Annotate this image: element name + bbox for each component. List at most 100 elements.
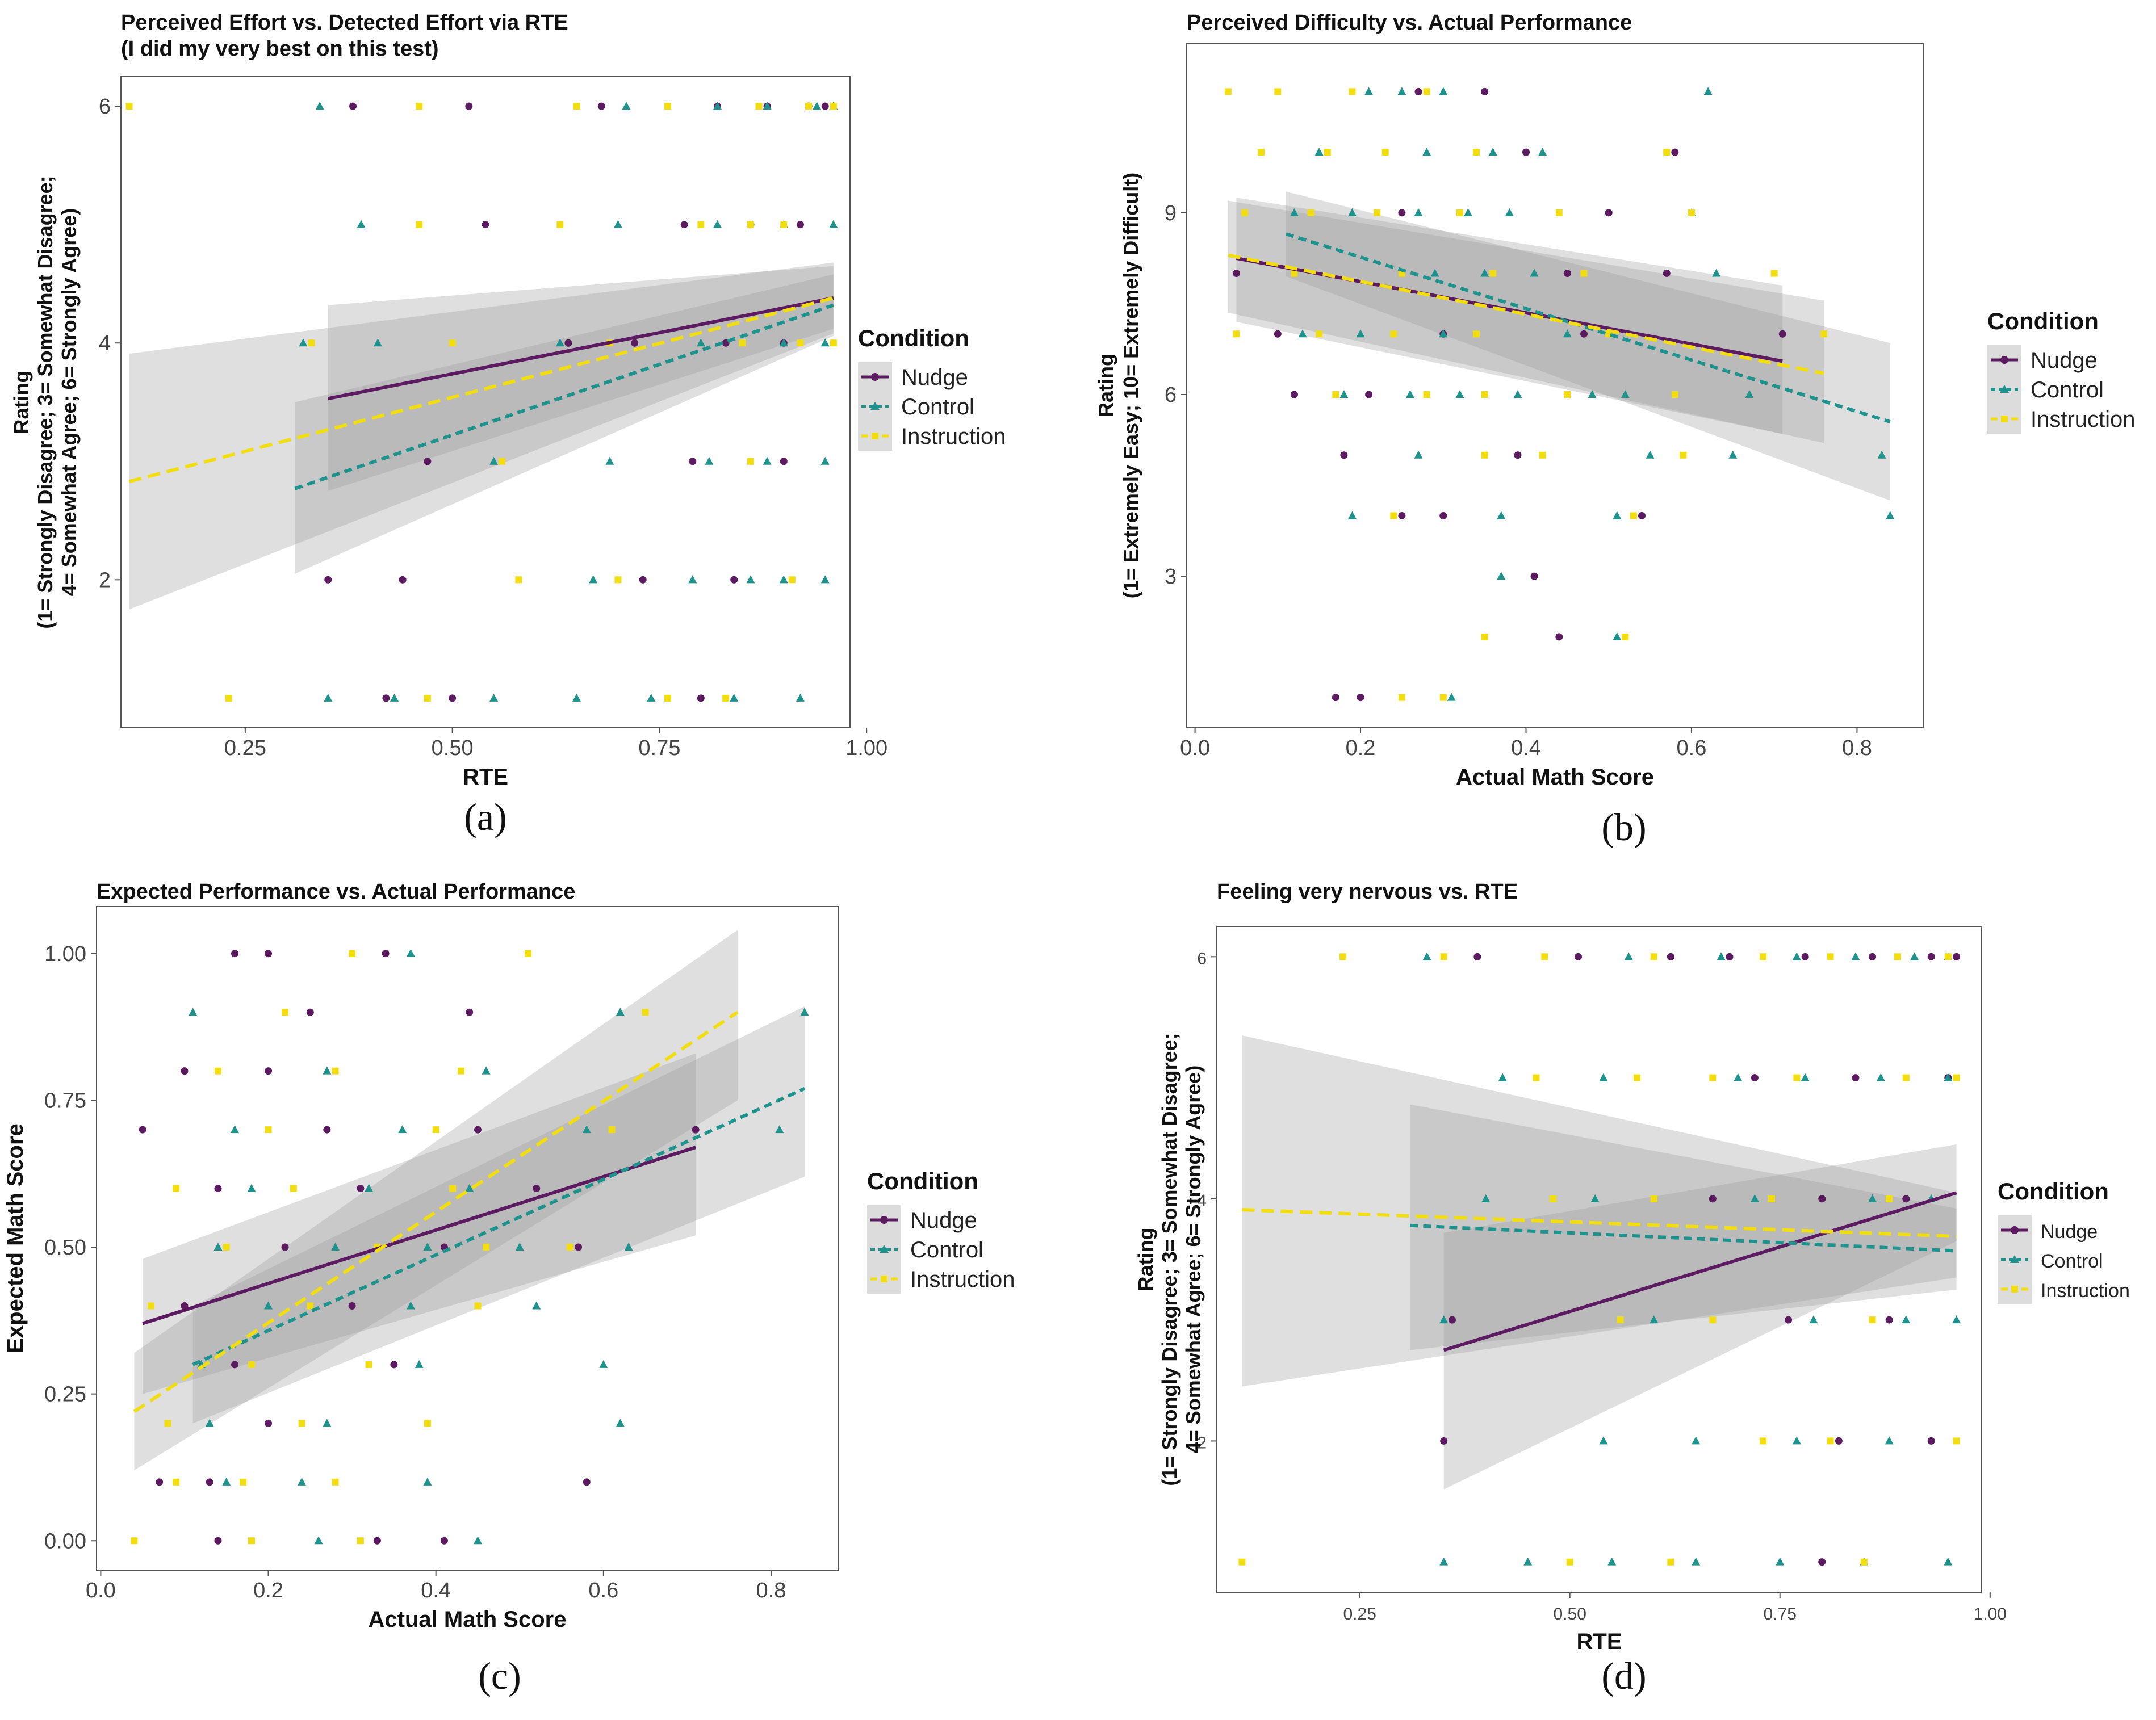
- point-instruction: [1390, 330, 1397, 338]
- y-tick-label: 3: [1165, 565, 1177, 589]
- point-control: [1397, 87, 1406, 95]
- point-nudge: [597, 102, 605, 110]
- point-control: [1439, 87, 1448, 95]
- point-instruction: [1238, 1558, 1246, 1566]
- x-axis-label: RTE: [463, 765, 508, 790]
- point-nudge: [1902, 1195, 1910, 1203]
- point-nudge: [821, 102, 829, 110]
- point-nudge: [1274, 330, 1282, 338]
- point-control: [1463, 208, 1472, 216]
- legend-label-instruction: Instruction: [910, 1267, 1015, 1292]
- point-instruction: [755, 103, 763, 110]
- point-nudge: [231, 950, 238, 958]
- point-control: [705, 456, 714, 465]
- point-instruction: [1324, 149, 1331, 156]
- point-instruction: [739, 339, 746, 347]
- y-axis-label: (1= Extremely Easy; 10= Extremely Diffic…: [1119, 173, 1142, 598]
- legend-label-instruction: Instruction: [901, 424, 1006, 449]
- chart-title: Expected Performance vs. Actual Performa…: [97, 880, 575, 904]
- point-instruction: [1566, 1558, 1573, 1566]
- point-instruction: [1423, 88, 1430, 95]
- point-instruction: [449, 339, 456, 347]
- legend-title: Condition: [1998, 1178, 2109, 1205]
- legend-marker-nudge: [2011, 1226, 2019, 1234]
- point-instruction: [747, 458, 754, 465]
- legend-marker-nudge: [871, 373, 879, 381]
- y-axis-label: Rating: [1134, 1228, 1157, 1291]
- point-instruction: [1349, 88, 1356, 95]
- point-instruction: [125, 103, 133, 110]
- point-instruction: [1820, 330, 1828, 338]
- x-tick-label: 1.00: [1974, 1605, 2007, 1623]
- point-instruction: [307, 1302, 314, 1310]
- legend-marker-control: [880, 1245, 889, 1253]
- point-instruction: [432, 1126, 439, 1134]
- point-control: [298, 1477, 307, 1486]
- point-control: [1599, 1073, 1608, 1081]
- point-control: [1498, 1073, 1507, 1081]
- panel-label: (d): [1601, 1654, 1646, 1697]
- point-control: [1439, 329, 1448, 338]
- point-instruction: [248, 1537, 256, 1545]
- point-nudge: [1522, 148, 1530, 156]
- point-instruction: [1258, 149, 1265, 156]
- point-nudge: [1726, 953, 1734, 960]
- point-instruction: [1374, 209, 1381, 216]
- legend-label-nudge: Nudge: [2041, 1221, 2098, 1243]
- point-control: [323, 1066, 332, 1075]
- point-nudge: [1440, 1437, 1448, 1445]
- point-control: [1902, 1315, 1911, 1324]
- point-nudge: [1785, 1316, 1793, 1324]
- point-instruction: [424, 1420, 431, 1427]
- point-nudge: [1530, 572, 1538, 580]
- point-instruction: [1489, 270, 1497, 277]
- point-instruction: [830, 103, 837, 110]
- point-instruction: [1439, 694, 1447, 701]
- point-instruction: [223, 1244, 230, 1251]
- point-nudge: [231, 1361, 238, 1369]
- point-instruction: [1274, 88, 1282, 95]
- point-control: [1447, 693, 1456, 701]
- point-nudge: [156, 1478, 164, 1486]
- point-control: [1646, 450, 1655, 459]
- point-nudge: [1332, 694, 1339, 702]
- point-nudge: [1357, 694, 1364, 702]
- point-control: [616, 1419, 625, 1427]
- point-control: [1801, 1073, 1810, 1081]
- point-nudge: [390, 1361, 398, 1369]
- point-control: [205, 1419, 214, 1427]
- point-instruction: [416, 221, 423, 228]
- point-instruction: [1634, 1074, 1641, 1081]
- point-control: [482, 1066, 491, 1075]
- point-control: [415, 1360, 424, 1368]
- point-control: [1422, 952, 1431, 960]
- point-instruction: [1473, 330, 1480, 338]
- y-axis-label: Expected Math Score: [3, 1123, 28, 1353]
- point-control: [390, 693, 399, 702]
- point-control: [555, 338, 564, 347]
- x-tick-label: 0.75: [1764, 1605, 1797, 1623]
- point-instruction: [1307, 209, 1314, 216]
- point-instruction: [365, 1361, 372, 1368]
- x-tick-label: 0.0: [86, 1579, 116, 1602]
- x-tick-label: 0.2: [253, 1579, 283, 1602]
- point-control: [1607, 1557, 1617, 1566]
- point-control: [647, 693, 656, 702]
- point-nudge: [1801, 953, 1809, 960]
- point-nudge: [639, 576, 647, 584]
- point-nudge: [139, 1126, 146, 1134]
- point-control: [624, 1243, 633, 1251]
- point-instruction: [1869, 1316, 1876, 1324]
- point-nudge: [440, 1537, 448, 1545]
- legend-label-nudge: Nudge: [910, 1208, 977, 1233]
- point-instruction: [664, 694, 671, 702]
- point-control: [730, 693, 739, 702]
- point-instruction: [332, 1478, 339, 1486]
- point-control: [713, 220, 722, 228]
- point-control: [572, 693, 581, 702]
- legend-marker-instruction: [881, 1276, 887, 1282]
- fit-line-instruction: [1228, 253, 1824, 375]
- point-control: [1530, 269, 1539, 277]
- point-instruction: [788, 576, 796, 584]
- point-control: [779, 338, 788, 347]
